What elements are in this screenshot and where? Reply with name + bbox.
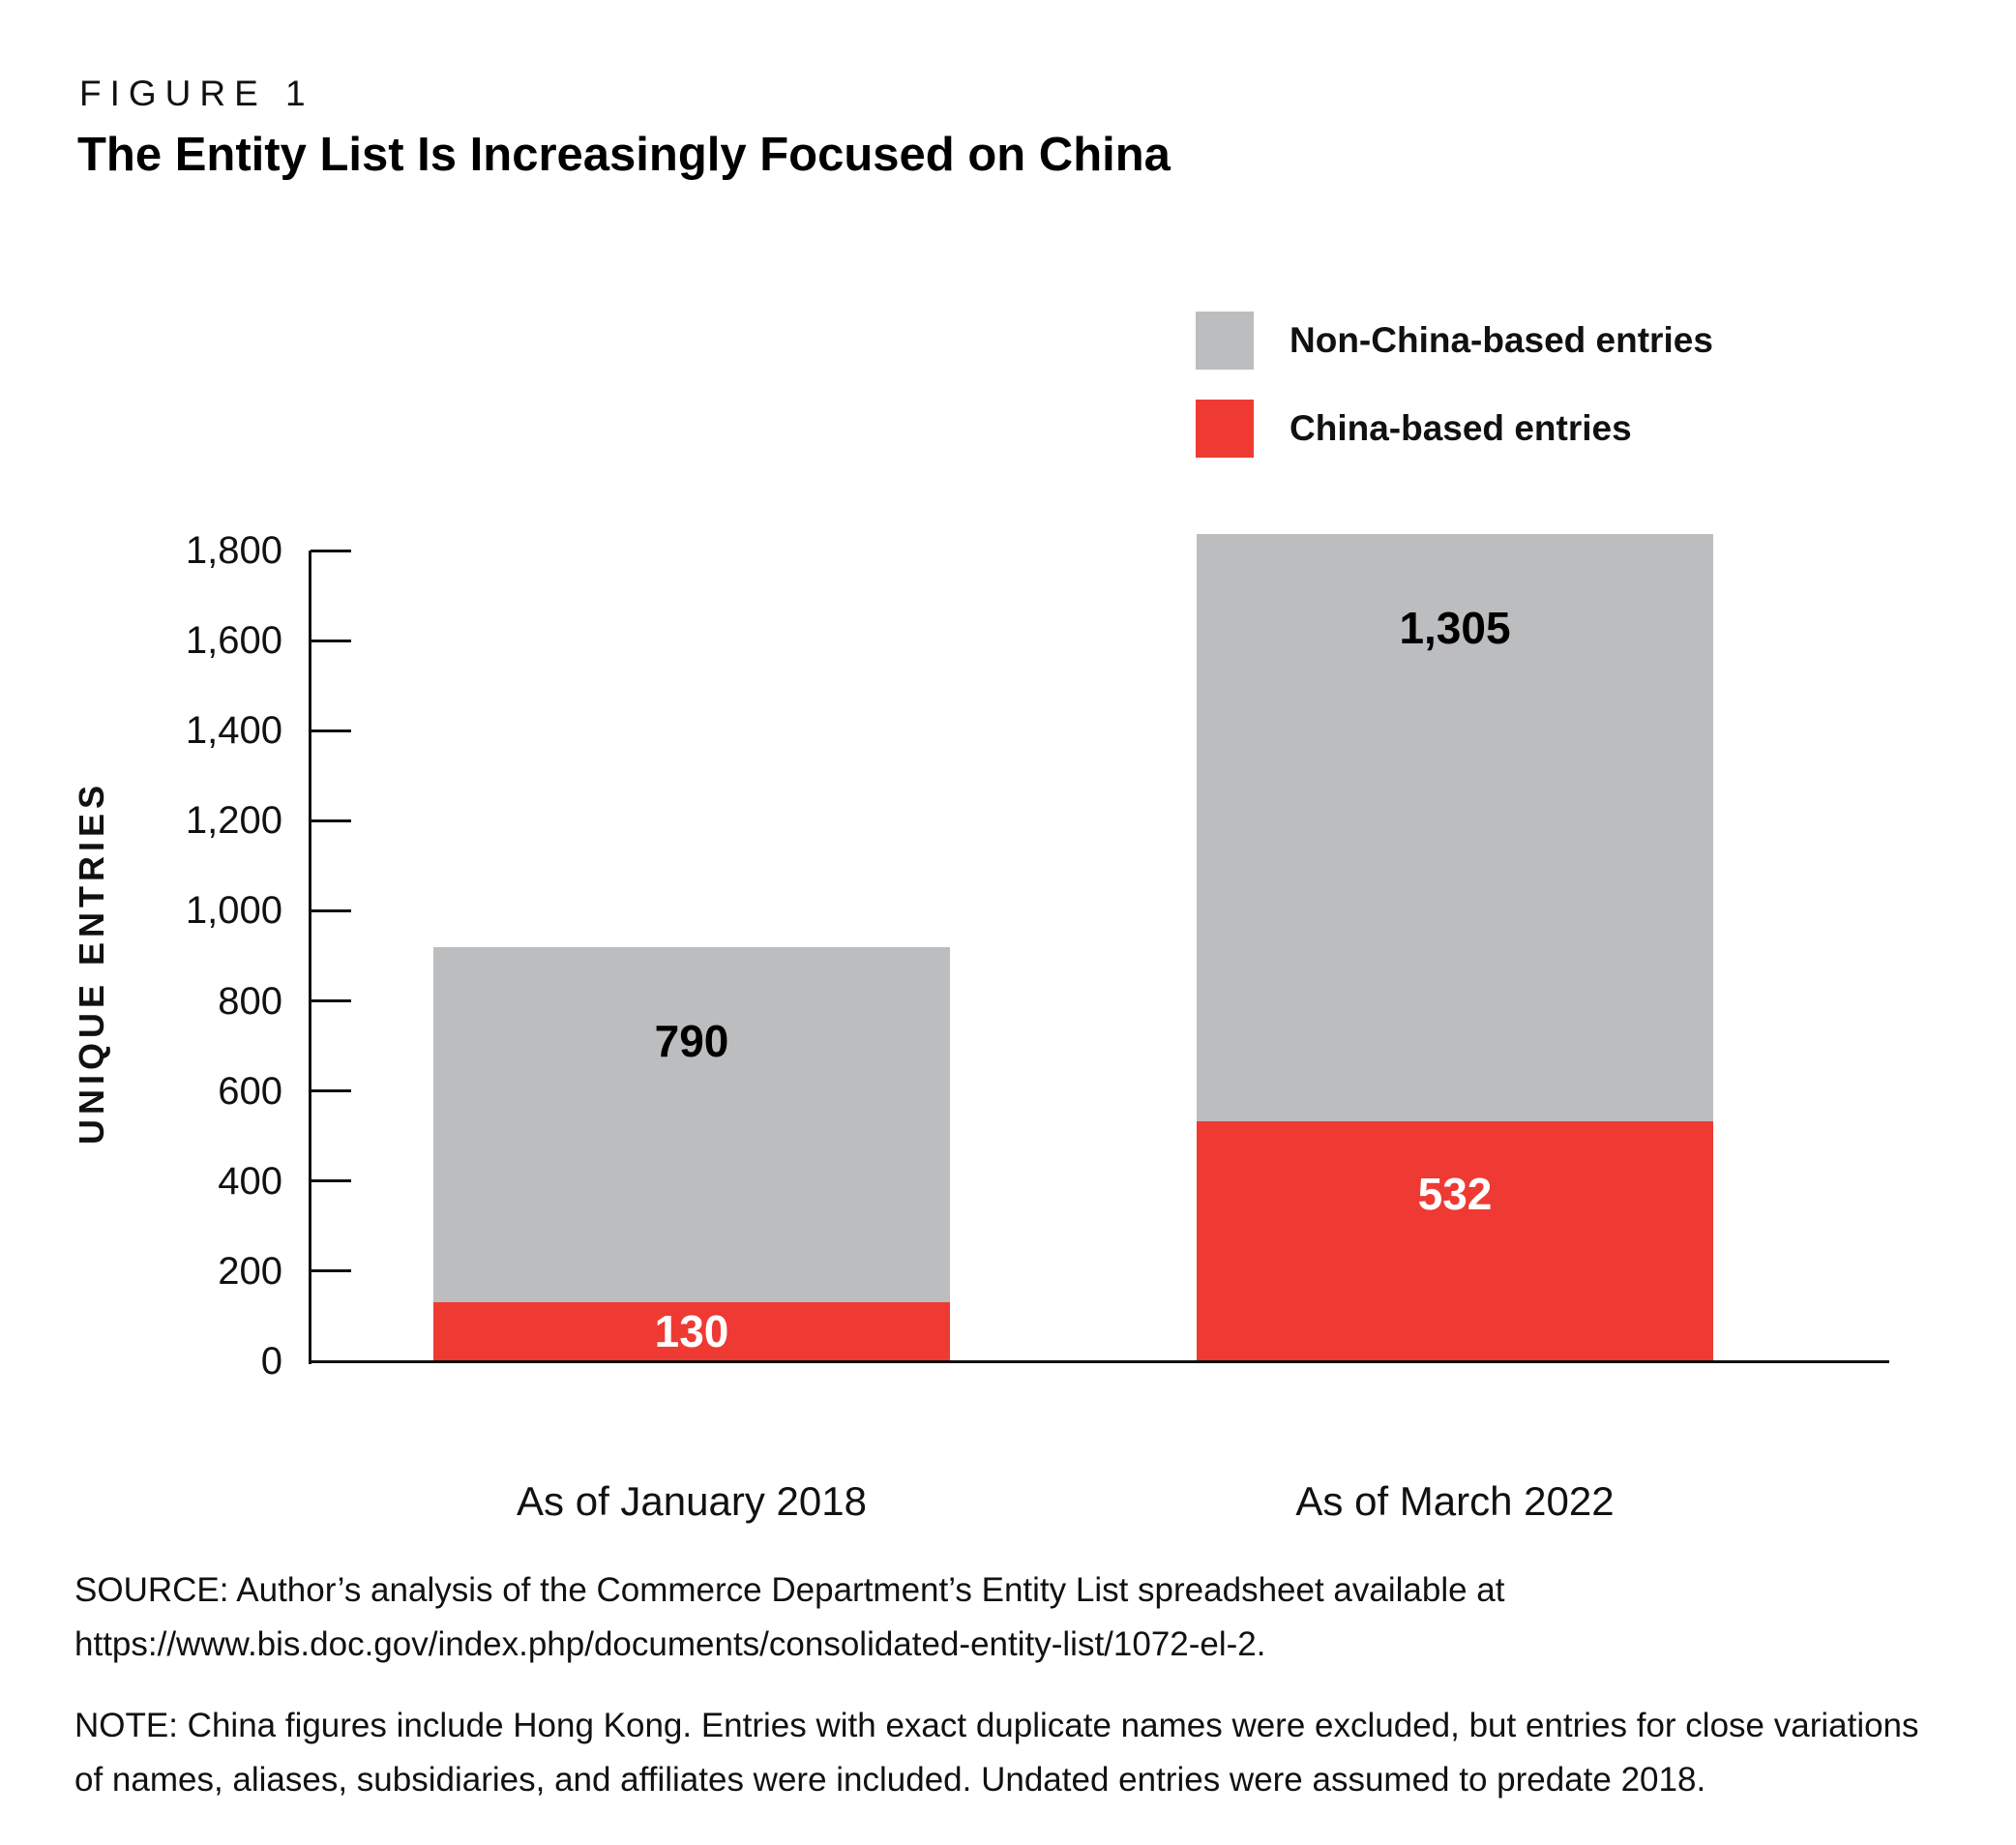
legend-item-non-china [1196, 312, 1254, 370]
y-tick-label: 0 [260, 1340, 282, 1383]
y-tick-label: 600 [218, 1069, 282, 1113]
bar-value-label: 1,305 [1399, 602, 1511, 653]
y-tick-label: 1,800 [185, 529, 282, 572]
y-tick-label: 1,400 [185, 709, 282, 753]
figure-title: The Entity List Is Increasingly Focused … [77, 129, 1171, 181]
y-tick-line [311, 729, 351, 732]
note-line-1: NOTE: China figures include Hong Kong. E… [74, 1707, 1919, 1744]
bar-segment-non-china: 1,305 [1197, 533, 1713, 1122]
y-tick-line [311, 639, 351, 642]
y-tick-line [311, 1269, 351, 1273]
y-tick-line [311, 818, 351, 822]
y-tick-label: 1,200 [185, 799, 282, 843]
legend-item-china [1196, 400, 1254, 458]
y-tick-line [311, 549, 351, 552]
y-tick-label: 800 [218, 979, 282, 1023]
y-tick-line [311, 1179, 351, 1183]
source-line-2: https://www.bis.doc.gov/index.php/docume… [74, 1625, 1266, 1663]
bar-value-label: 532 [1417, 1169, 1493, 1220]
legend-swatch-non-china [1196, 312, 1254, 370]
x-category-label: As of March 2022 [1295, 1478, 1615, 1524]
legend-swatch-china [1196, 400, 1254, 458]
legend-label-non-china: Non-China-based entries [1290, 320, 1713, 360]
y-axis-line [309, 551, 311, 1364]
x-axis-line [311, 1360, 1889, 1363]
note-text: NOTE: China figures include Hong Kong. E… [74, 1699, 1919, 1807]
source-text: SOURCE: Author’s analysis of the Commerc… [74, 1563, 1504, 1672]
legend-label-china: China-based entries [1290, 408, 1632, 448]
y-axis-title: UNIQUE ENTRIES [72, 780, 111, 1146]
y-tick-label: 1,000 [185, 889, 282, 933]
x-category-label: As of January 2018 [517, 1478, 867, 1524]
note-line-2: of names, aliases, subsidiaries, and aff… [74, 1761, 1706, 1799]
y-tick-label: 400 [218, 1159, 282, 1203]
y-tick-line [311, 908, 351, 912]
y-tick-label: 200 [218, 1249, 282, 1293]
bar-segment-china: 130 [433, 1302, 950, 1361]
bar-segment-non-china: 790 [433, 946, 950, 1303]
figure-label: FIGURE 1 [79, 74, 314, 113]
y-tick-line [311, 999, 351, 1003]
y-tick-label: 1,600 [185, 619, 282, 663]
bar-value-label: 790 [654, 1015, 729, 1066]
bar-value-label: 130 [654, 1306, 729, 1357]
source-line-1: SOURCE: Author’s analysis of the Commerc… [74, 1571, 1505, 1609]
y-tick-line [311, 1089, 351, 1093]
bar-segment-china: 532 [1197, 1121, 1713, 1361]
